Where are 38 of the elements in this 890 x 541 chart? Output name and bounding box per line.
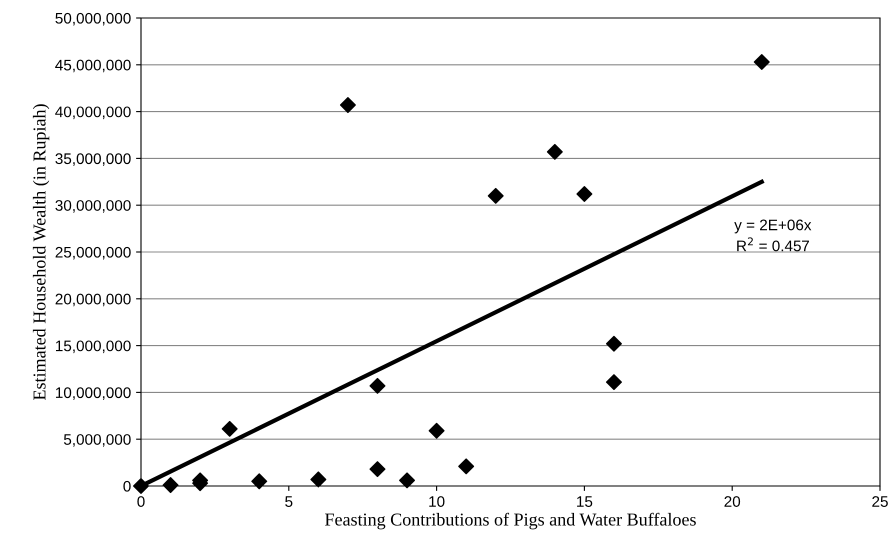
x-tick-label: 20 <box>724 496 740 507</box>
point <box>340 97 356 114</box>
point <box>428 422 445 439</box>
point <box>399 472 416 488</box>
point <box>370 461 386 478</box>
x-tick-label: 5 <box>285 496 292 507</box>
y-tick-label: 20,000,000 <box>56 294 131 306</box>
x-tick-label: 0 <box>137 496 145 507</box>
y-tick-label: 0 <box>123 480 131 492</box>
point <box>370 378 386 394</box>
point <box>310 471 326 488</box>
point <box>488 188 504 204</box>
y-tick-label: 40,000,000 <box>55 106 131 120</box>
point <box>251 473 268 490</box>
annotation: R$^{2}$ = 0.457 <box>737 237 809 252</box>
point <box>458 458 474 474</box>
y-tick-label: 5,000,000 <box>64 434 131 447</box>
annotation: y = 2E+06x <box>734 220 812 234</box>
point <box>606 374 622 390</box>
y-tick-label: 10,000,000 <box>56 387 131 400</box>
point <box>606 336 622 352</box>
y-tick-label: 25,000,000 <box>56 246 131 260</box>
x-tick-label: 15 <box>577 496 592 507</box>
x-tick-label: 25 <box>872 496 888 507</box>
point <box>222 420 238 437</box>
point <box>576 186 592 202</box>
y-tick-label: 50,000,000 <box>55 12 131 26</box>
point <box>754 54 770 70</box>
y-tick-label: 15,000,000 <box>56 340 131 354</box>
y-axis-title: Estimated Household Wealth (in Rupiah) <box>32 104 50 400</box>
x-tick-label: 10 <box>429 496 444 507</box>
point <box>133 478 149 494</box>
y-tick-label: 35,000,000 <box>55 153 131 166</box>
point <box>546 144 563 160</box>
y-tick-label: 30,000,000 <box>55 200 131 213</box>
point <box>162 477 179 494</box>
y-tick-label: 45,000,000 <box>55 60 131 72</box>
x-axis-title: Feasting Contributions of Pigs and Water Buffaloes <box>325 512 696 530</box>
